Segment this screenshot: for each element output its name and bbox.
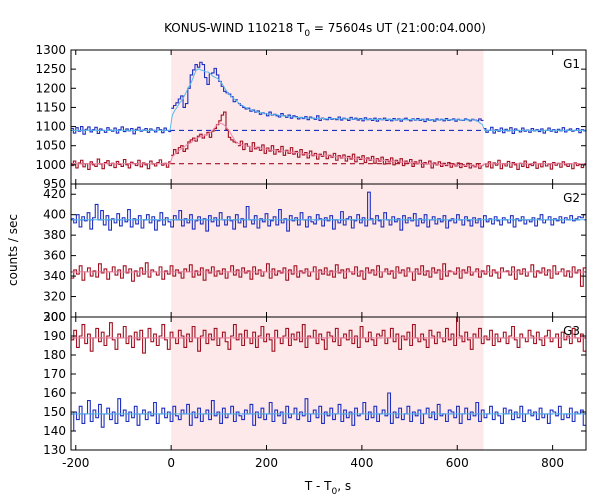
y-tick-label: 420 bbox=[43, 187, 66, 201]
y-tick-label: 180 bbox=[43, 348, 66, 362]
panel-label: G2 bbox=[563, 191, 580, 205]
chart-title: KONUS-WIND 110218 T0 = 75604s UT (21:00:… bbox=[164, 21, 486, 39]
panel-g2: 300 320 340 360 380 400 420 G2 bbox=[43, 183, 587, 324]
y-tick-label: 1250 bbox=[35, 62, 66, 76]
y-tick-label: 380 bbox=[43, 228, 66, 242]
y-tick-label: 1150 bbox=[35, 100, 66, 114]
y-tick-label: 1200 bbox=[35, 81, 66, 95]
x-tick-label: 0 bbox=[167, 456, 175, 470]
series-step-line bbox=[71, 191, 586, 232]
x-tick-label: 600 bbox=[446, 456, 469, 470]
y-tick-label: 1100 bbox=[35, 120, 66, 134]
y-tick-label: 950 bbox=[43, 177, 66, 191]
series-step-line bbox=[71, 158, 172, 170]
highlight-interval bbox=[171, 50, 484, 450]
y-tick-label: 130 bbox=[43, 443, 66, 457]
series-step-line bbox=[71, 316, 586, 354]
y-tick-label: 200 bbox=[43, 310, 66, 324]
y-tick-label: 160 bbox=[43, 386, 66, 400]
x-tick-label: 400 bbox=[350, 456, 373, 470]
panel-g1: 950 1000 1050 1100 1150 1200 1250 1300 G1 bbox=[35, 43, 587, 191]
series-step-line bbox=[71, 392, 586, 432]
x-tick-label: 800 bbox=[541, 456, 564, 470]
series-step-line bbox=[483, 159, 586, 170]
y-tick-label: 170 bbox=[43, 367, 66, 381]
series-step-line bbox=[237, 103, 484, 123]
y-tick-label: 300 bbox=[43, 310, 66, 324]
y-tick-label: 1300 bbox=[35, 43, 66, 57]
panel-g3: 130 140 150 160 170 180 190 200 G3 bbox=[43, 310, 587, 457]
x-tick-label: 200 bbox=[255, 456, 278, 470]
y-tick-label: 1000 bbox=[35, 158, 66, 172]
y-tick-label: 190 bbox=[43, 329, 66, 343]
y-tick-label: 1050 bbox=[35, 139, 66, 153]
panels-group: 9501000105011001150120012501300G13003203… bbox=[35, 43, 587, 470]
y-tick-label: 340 bbox=[43, 269, 66, 283]
panel-frame bbox=[70, 316, 587, 451]
y-tick-label: 320 bbox=[43, 290, 66, 304]
y-axis-label: counts / sec bbox=[6, 214, 20, 286]
x-tick-label: -200 bbox=[62, 456, 89, 470]
series-step-line bbox=[71, 262, 586, 287]
x-axis-label: T - T0, s bbox=[304, 479, 351, 497]
y-tick-label: 360 bbox=[43, 249, 66, 263]
panel-label: G1 bbox=[563, 57, 580, 71]
series-step-line bbox=[237, 140, 484, 169]
panel-label: G3 bbox=[563, 324, 580, 338]
series-model-fit bbox=[72, 68, 585, 131]
y-tick-label: 140 bbox=[43, 424, 66, 438]
series-model-fit bbox=[72, 122, 585, 167]
y-tick-label: 400 bbox=[43, 208, 66, 222]
y-tick-label: 150 bbox=[43, 405, 66, 419]
